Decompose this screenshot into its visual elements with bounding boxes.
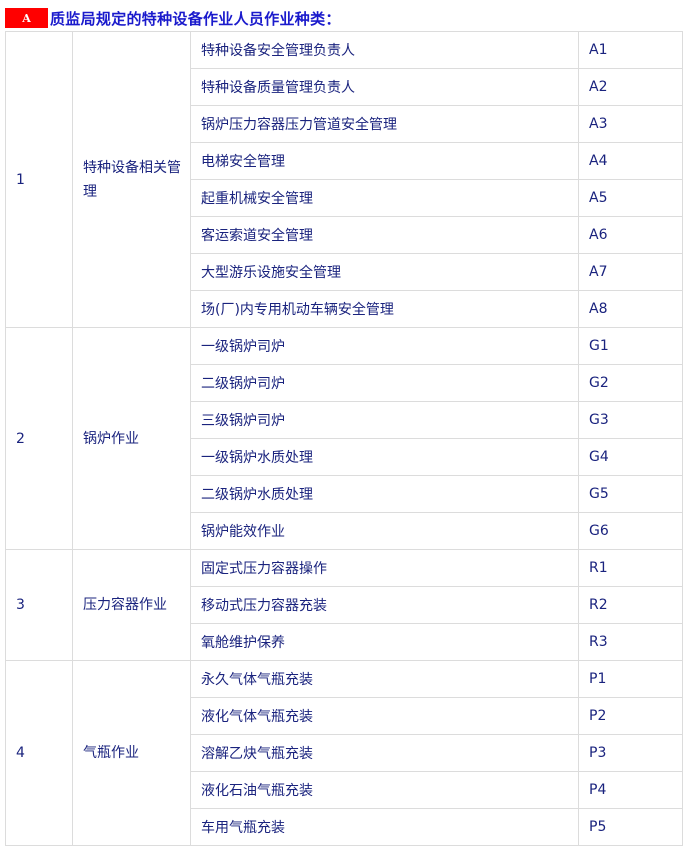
operation-code: A3 (578, 105, 683, 143)
operation-name: 起重机械安全管理 (190, 179, 579, 217)
operation-name: 氧舱维护保养 (190, 623, 579, 661)
group-number: 1 (5, 31, 73, 328)
group-number: 3 (5, 549, 73, 661)
table-row: 移动式压力容器充装 R2 (6, 586, 683, 624)
table-row: 2 锅炉作业 一级锅炉司炉 G1 (5, 327, 683, 550)
section-badge: A (5, 8, 48, 28)
table-row: 客运索道安全管理 A6 (6, 216, 683, 254)
operation-name: 移动式压力容器充装 (190, 586, 579, 624)
operation-name: 特种设备质量管理负责人 (190, 68, 579, 106)
operation-name: 永久气体气瓶充装 (190, 660, 579, 698)
operation-name: 大型游乐设施安全管理 (190, 253, 579, 291)
table-body: 1 特种设备相关管理 特种设备安全管理负责人 A1 特种设备质量管理负责人 A2 锅炉压力容… (5, 31, 683, 846)
table-row: 液化气体气瓶充装 P2 (6, 697, 683, 735)
table-row: 液化石油气瓶充装 P4 (6, 771, 683, 809)
operation-name: 二级锅炉司炉 (190, 364, 579, 402)
table-row: 起重机械安全管理 A5 (6, 179, 683, 217)
operation-name: 车用气瓶充装 (190, 808, 579, 846)
table-row: 氧舱维护保养 R3 (6, 623, 683, 661)
operation-code: A1 (578, 31, 683, 69)
operation-name: 固定式压力容器操作 (190, 549, 579, 587)
operation-name: 液化石油气瓶充装 (190, 771, 579, 809)
operation-code: R1 (578, 549, 683, 587)
operation-code: A5 (578, 179, 683, 217)
operation-name: 溶解乙炔气瓶充装 (190, 734, 579, 772)
table-row: 二级锅炉水质处理 G5 (6, 475, 683, 513)
operation-name: 一级锅炉司炉 (190, 327, 579, 365)
operation-name: 三级锅炉司炉 (190, 401, 579, 439)
operation-code: G2 (578, 364, 683, 402)
table-row: 场(厂)内专用机动车辆安全管理 A8 (6, 290, 683, 328)
operation-code: R2 (578, 586, 683, 624)
operation-code: G4 (578, 438, 683, 476)
operation-code: P2 (578, 697, 683, 735)
group-category: 气瓶作业 (72, 660, 191, 846)
operation-name: 特种设备安全管理负责人 (190, 31, 579, 69)
table-row: 特种设备质量管理负责人 A2 (6, 68, 683, 106)
operation-name: 一级锅炉水质处理 (190, 438, 579, 476)
group-category: 锅炉作业 (72, 327, 191, 550)
operation-code: A6 (578, 216, 683, 254)
group-category: 特种设备相关管理 (72, 31, 191, 328)
operation-types-table: 1 特种设备相关管理 特种设备安全管理负责人 A1 特种设备质量管理负责人 A2 锅炉压力容… (5, 31, 683, 846)
table-row: 溶解乙炔气瓶充装 P3 (6, 734, 683, 772)
operation-code: P5 (578, 808, 683, 846)
operation-code: A8 (578, 290, 683, 328)
operation-code: G6 (578, 512, 683, 550)
operation-code: P4 (578, 771, 683, 809)
group-number: 4 (5, 660, 73, 846)
table-row: 1 特种设备相关管理 特种设备安全管理负责人 A1 (5, 31, 683, 328)
operation-code: A7 (578, 253, 683, 291)
table-row: 3 压力容器作业 固定式压力容器操作 R1 (5, 549, 683, 661)
operation-code: P1 (578, 660, 683, 698)
operation-name: 锅炉能效作业 (190, 512, 579, 550)
section-title: 质监局规定的特种设备作业人员作业种类： (50, 9, 341, 28)
operation-name: 二级锅炉水质处理 (190, 475, 579, 513)
table-row: 大型游乐设施安全管理 A7 (6, 253, 683, 291)
operation-code: P3 (578, 734, 683, 772)
operation-code: G1 (578, 327, 683, 365)
table-row: 二级锅炉司炉 G2 (6, 364, 683, 402)
table-row: 三级锅炉司炉 G3 (6, 401, 683, 439)
table-row: 电梯安全管理 A4 (6, 142, 683, 180)
operation-name: 锅炉压力容器压力管道安全管理 (190, 105, 579, 143)
table-row: 4 气瓶作业 永久气体气瓶充装 P1 (5, 660, 683, 846)
operation-name: 场(厂)内专用机动车辆安全管理 (190, 290, 579, 328)
section-header: A 质监局规定的特种设备作业人员作业种类： (5, 8, 341, 28)
operation-code: R3 (578, 623, 683, 661)
operation-code: G3 (578, 401, 683, 439)
operation-name: 电梯安全管理 (190, 142, 579, 180)
operation-code: A4 (578, 142, 683, 180)
table-row: 锅炉能效作业 G6 (6, 512, 683, 550)
operation-name: 液化气体气瓶充装 (190, 697, 579, 735)
operation-code: A2 (578, 68, 683, 106)
group-category: 压力容器作业 (72, 549, 191, 661)
operation-code: G5 (578, 475, 683, 513)
table-row: 锅炉压力容器压力管道安全管理 A3 (6, 105, 683, 143)
operation-name: 客运索道安全管理 (190, 216, 579, 254)
group-number: 2 (5, 327, 73, 550)
